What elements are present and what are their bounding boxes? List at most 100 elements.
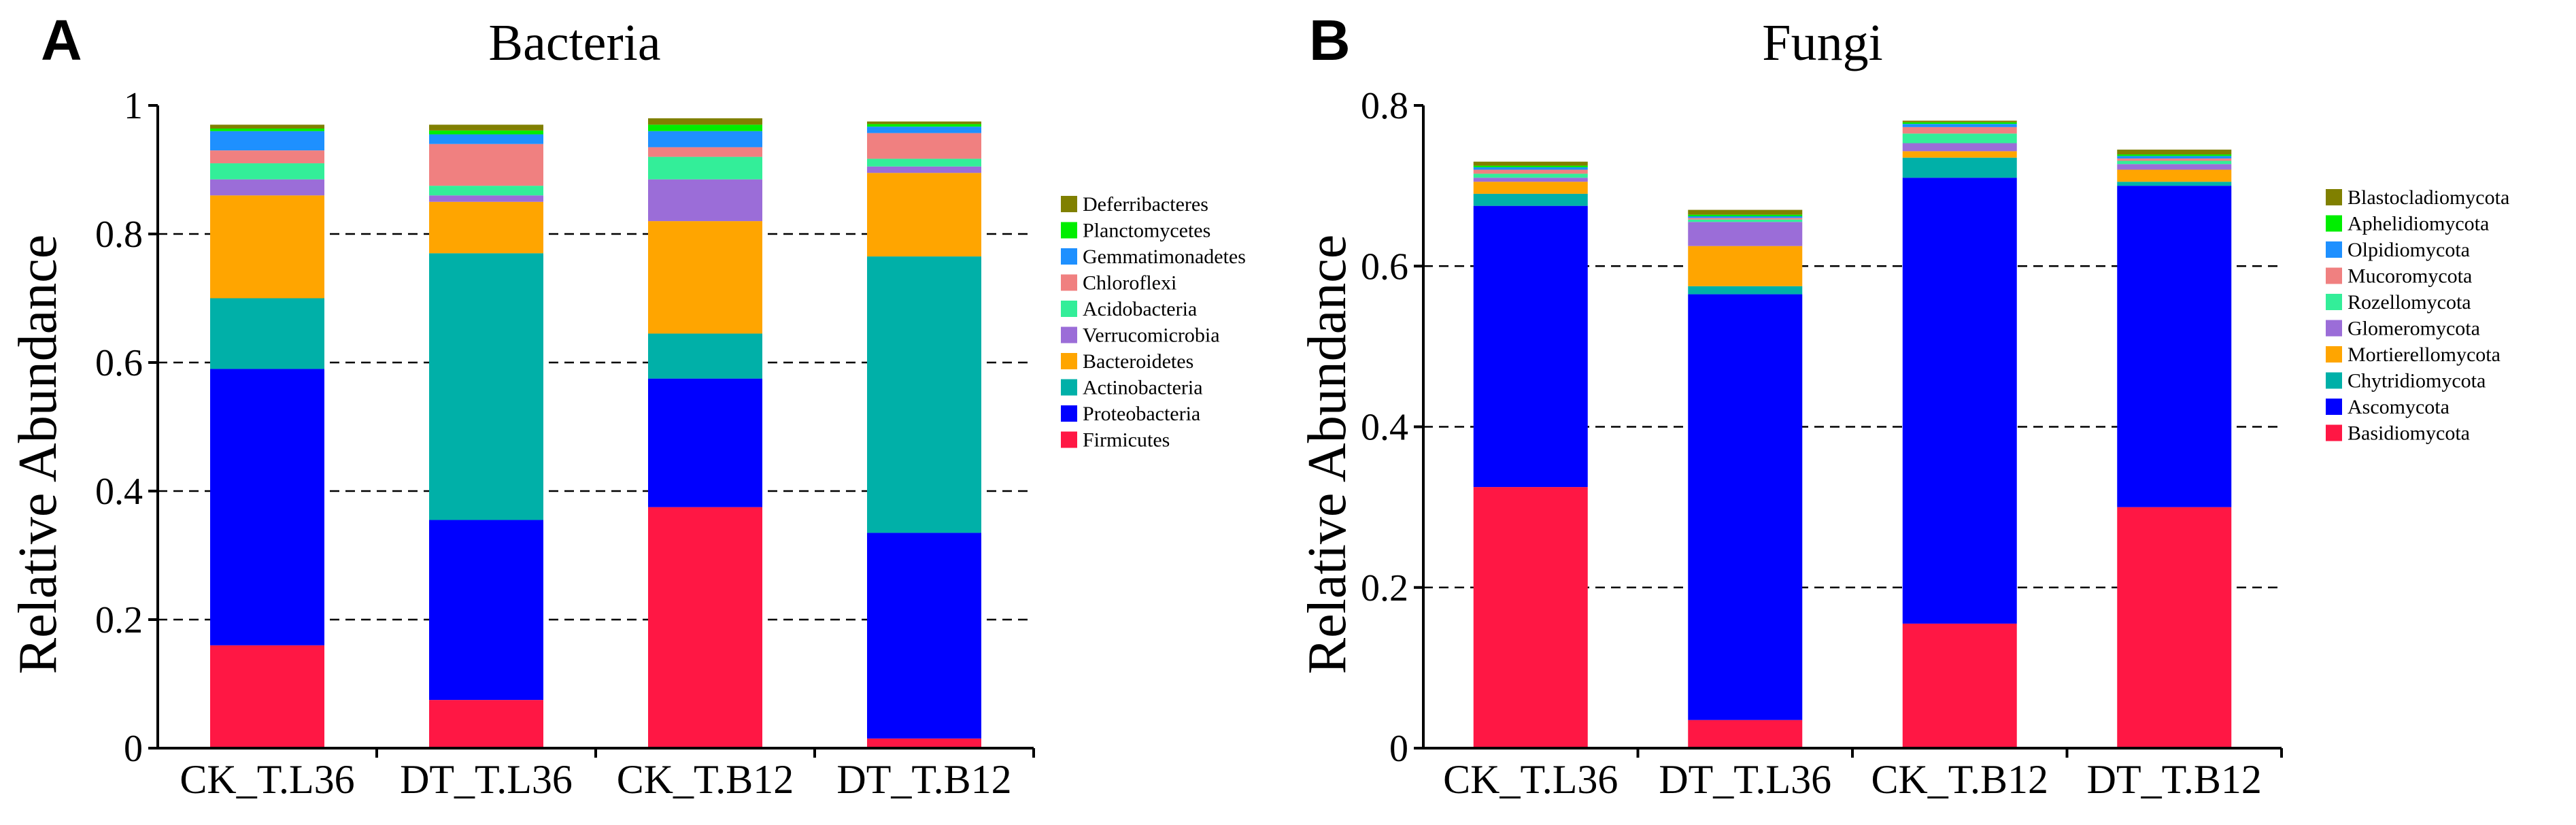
bar-segment-dt-t-l36-chloroflexi xyxy=(429,144,543,186)
panel-letter-a: A xyxy=(41,8,82,72)
bar-segment-ck-t-b12-proteobacteria xyxy=(648,378,762,507)
bar-segment-dt-t-b12-verrucomicrobia xyxy=(867,166,981,173)
bar-segment-ck-t-l36-olpidiomycota xyxy=(1473,167,1588,170)
bar-segment-dt-t-b12-blastocladiomycota xyxy=(2117,149,2232,155)
bar-segment-ck-t-b12-mucoromycota xyxy=(1902,127,2017,134)
legend-label-ascomycota: Ascomycota xyxy=(2348,396,2450,418)
legend-label-mucoromycota: Mucoromycota xyxy=(2348,265,2472,288)
bar-segment-dt-t-l36-glomeromycota xyxy=(1688,222,1803,246)
x-tick-label-dt-t-l36: DT_T.L36 xyxy=(400,757,573,802)
legend-bacteria: Deferribacteres Planctomycetes Gemmatimona… xyxy=(1061,193,1246,452)
legend-swatch-acidobacteria xyxy=(1061,301,1077,317)
bars-bacteria xyxy=(210,118,981,748)
bar-segment-dt-t-b12-firmicutes xyxy=(867,738,981,748)
bar-segment-ck-t-l36-chloroflexi xyxy=(210,150,324,164)
bar-segment-ck-t-l36-mortierellomycota xyxy=(1473,182,1588,194)
legend-swatch-deferribacteres xyxy=(1061,196,1077,212)
y-tick-label: 0 xyxy=(124,728,143,770)
bar-segment-ck-t-l36-mucoromycota xyxy=(1473,169,1588,174)
bar-segment-ck-t-b12-rozellomycota xyxy=(1902,133,2017,144)
bar-segment-dt-t-b12-proteobacteria xyxy=(867,533,981,739)
bar-segment-dt-t-b12-gemmatimonadetes xyxy=(867,127,981,133)
bar-segment-ck-t-l36-bacteroidetes xyxy=(210,195,324,299)
bar-segment-dt-t-b12-deferribacteres xyxy=(867,121,981,124)
bar-segment-ck-t-l36-deferribacteres xyxy=(210,124,324,129)
bar-segment-dt-t-b12-chytridiomycota xyxy=(2117,182,2232,186)
bar-segment-ck-t-b12-deferribacteres xyxy=(648,118,762,125)
y-tick-label: 0.2 xyxy=(95,599,143,641)
legend-label-actinobacteria: Actinobacteria xyxy=(1083,377,1203,399)
bar-segment-ck-t-l36-glomeromycota xyxy=(1473,178,1588,182)
legend-label-rozellomycota: Rozellomycota xyxy=(2348,291,2471,314)
bar-segment-dt-t-b12-mortierellomycota xyxy=(2117,169,2232,182)
bar-segment-ck-t-b12-aphelidiomycota xyxy=(1902,122,2017,124)
y-tick-label: 0.6 xyxy=(95,342,143,384)
bar-segment-dt-t-l36-chytridiomycota xyxy=(1688,286,1803,294)
bar-segment-dt-t-l36-deferribacteres xyxy=(429,124,543,131)
bar-segment-ck-t-b12-acidobacteria xyxy=(648,156,762,180)
legend-swatch-gemmatimonadetes xyxy=(1061,248,1077,265)
bar-segment-ck-t-l36-aphelidiomycota xyxy=(1473,165,1588,167)
legend-label-deferribacteres: Deferribacteres xyxy=(1083,193,1208,216)
bar-segment-dt-t-l36-gemmatimonadetes xyxy=(429,134,543,144)
x-tick-label-dt-t-b12: DT_T.B12 xyxy=(2087,757,2262,802)
x-tick-label-dt-t-l36: DT_T.L36 xyxy=(1659,757,1831,802)
bar-segment-dt-t-b12-bacteroidetes xyxy=(867,173,981,257)
legend-swatch-olpidiomycota xyxy=(2326,241,2342,258)
legend-label-chloroflexi: Chloroflexi xyxy=(1083,272,1176,294)
legend-swatch-planctomycetes xyxy=(1061,222,1077,239)
bar-segment-dt-t-l36-ascomycota xyxy=(1688,294,1803,720)
bar-segment-dt-t-b12-planctomycetes xyxy=(867,124,981,127)
bar-segment-ck-t-b12-olpidiomycota xyxy=(1902,124,2017,127)
bar-segment-ck-t-b12-actinobacteria xyxy=(648,333,762,379)
legend-swatch-mortierellomycota xyxy=(2326,346,2342,363)
panel-fungi: B Fungi Relative Abundance 0 0.2 0.4 0.6 0.8… xyxy=(1298,8,2509,802)
bar-segment-ck-t-b12-mortierellomycota xyxy=(1902,151,2017,158)
bar-segment-ck-t-l36-rozellomycota xyxy=(1473,173,1588,178)
bar-segment-dt-t-b12-basidiomycota xyxy=(2117,507,2232,748)
x-tick-label-ck-t-l36: CK_T.L36 xyxy=(180,757,354,802)
bar-segment-dt-t-b12-actinobacteria xyxy=(867,256,981,533)
legend-swatch-glomeromycota xyxy=(2326,320,2342,337)
y-axis-label-fungi: Relative Abundance xyxy=(1298,235,1357,674)
legend-swatch-actinobacteria xyxy=(1061,379,1077,396)
bar-segment-dt-t-l36-olpidiomycota xyxy=(1688,216,1803,218)
bar-segment-dt-t-b12-ascomycota xyxy=(2117,186,2232,507)
legend-label-gemmatimonadetes: Gemmatimonadetes xyxy=(1083,246,1246,268)
y-ticks-fungi: 0 0.2 0.4 0.6 0.8 xyxy=(1361,85,1423,770)
x-tick-label-ck-t-b12: CK_T.B12 xyxy=(617,757,794,802)
y-axis-label-bacteria: Relative Abundance xyxy=(8,235,68,674)
legend-swatch-ascomycota xyxy=(2326,399,2342,415)
y-tick-label: 1 xyxy=(124,85,143,127)
legend-label-proteobacteria: Proteobacteria xyxy=(1083,403,1200,425)
y-tick-label: 0.8 xyxy=(95,214,143,256)
bars-fungi xyxy=(1473,120,2232,748)
bar-segment-ck-t-b12-chloroflexi xyxy=(648,147,762,157)
bar-segment-ck-t-b12-verrucomicrobia xyxy=(648,179,762,222)
bar-segment-ck-t-b12-blastocladiomycota xyxy=(1902,120,2017,122)
bar-segment-dt-t-l36-rozellomycota xyxy=(1688,219,1803,222)
legend-swatch-proteobacteria xyxy=(1061,405,1077,422)
bar-segment-dt-t-b12-olpidiomycota xyxy=(2117,156,2232,158)
bar-segment-dt-t-l36-proteobacteria xyxy=(429,520,543,701)
legend-swatch-bacteroidetes xyxy=(1061,353,1077,369)
bar-segment-ck-t-l36-planctomycetes xyxy=(210,129,324,131)
legend-label-mortierellomycota: Mortierellomycota xyxy=(2348,343,2501,366)
bar-segment-dt-t-l36-acidobacteria xyxy=(429,186,543,196)
bar-segment-dt-t-l36-verrucomicrobia xyxy=(429,195,543,202)
x-ticks-fungi: CK_T.L36 DT_T.L36 CK_T.B12 DT_T.B12 xyxy=(1443,748,2283,802)
bar-segment-dt-t-b12-rozellomycota xyxy=(2117,161,2232,165)
bar-segment-ck-t-l36-chytridiomycota xyxy=(1473,193,1588,206)
bar-segment-ck-t-b12-gemmatimonadetes xyxy=(648,131,762,148)
bar-segment-dt-t-b12-aphelidiomycota xyxy=(2117,154,2232,156)
bar-segment-ck-t-b12-chytridiomycota xyxy=(1902,157,2017,178)
panel-bacteria: A Bacteria Relative Abundance 0 0.2 0.4 0.6… xyxy=(8,8,1246,802)
bar-segment-ck-t-b12-ascomycota xyxy=(1902,178,2017,624)
legend-label-verrucomicrobia: Verrucomicrobia xyxy=(1083,324,1220,347)
bar-segment-dt-t-l36-actinobacteria xyxy=(429,253,543,520)
bar-segment-dt-t-b12-chloroflexi xyxy=(867,133,981,159)
bar-segment-ck-t-l36-gemmatimonadetes xyxy=(210,131,324,151)
legend-swatch-mucoromycota xyxy=(2326,267,2342,284)
y-tick-label: 0.4 xyxy=(1361,407,1408,449)
